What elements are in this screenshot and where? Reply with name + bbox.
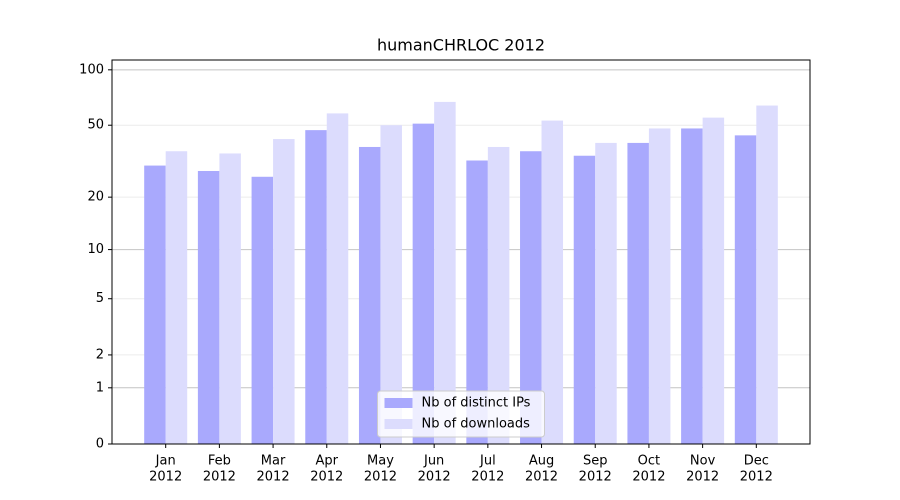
bar xyxy=(734,135,757,444)
x-tick-label: 2012 xyxy=(203,470,236,485)
legend-swatch xyxy=(384,419,413,429)
bar xyxy=(380,125,402,445)
bar xyxy=(520,151,542,444)
y-tick-label: 1 xyxy=(96,380,104,395)
legend-label: Nb of distinct IPs xyxy=(422,396,531,411)
bar xyxy=(573,155,596,445)
bar xyxy=(326,113,349,444)
bar xyxy=(595,142,617,445)
y-tick-label: 50 xyxy=(87,118,104,133)
x-tick-label: 2012 xyxy=(364,470,397,485)
x-tick-label: Sep xyxy=(583,454,608,469)
legend-box xyxy=(377,390,545,438)
bar xyxy=(273,139,295,445)
x-tick-label: 2012 xyxy=(257,470,290,485)
bar xyxy=(648,128,671,445)
bar xyxy=(466,160,488,444)
bar xyxy=(358,146,381,444)
x-tick-label: Jul xyxy=(479,454,496,469)
x-tick-label: Feb xyxy=(208,454,231,469)
x-tick-label: Aug xyxy=(529,454,554,469)
x-tick-label: 2012 xyxy=(740,470,773,485)
bar xyxy=(251,176,274,444)
y-tick-label: 10 xyxy=(87,242,104,257)
y-tick-label: 5 xyxy=(96,291,104,306)
plot-frame xyxy=(111,59,811,445)
bar xyxy=(487,146,510,444)
bar xyxy=(702,117,725,444)
x-tick-label: Jun xyxy=(423,454,444,469)
bar xyxy=(305,130,327,444)
x-tick-label: 2012 xyxy=(418,470,451,485)
legend-swatch xyxy=(384,398,413,408)
x-tick-label: 2012 xyxy=(632,470,665,485)
bar xyxy=(165,151,188,444)
y-tick-label: 0 xyxy=(96,437,104,452)
x-tick-label: 2012 xyxy=(579,470,612,485)
x-tick-label: Dec xyxy=(744,454,769,469)
bar xyxy=(144,165,166,445)
x-tick-label: Nov xyxy=(690,454,716,469)
y-tick-label: 100 xyxy=(79,62,104,77)
bar xyxy=(197,170,220,444)
x-tick-label: 2012 xyxy=(149,470,182,485)
legend-label: Nb of downloads xyxy=(422,417,531,432)
x-tick-label: 2012 xyxy=(310,470,343,485)
bar xyxy=(681,128,703,445)
x-tick-label: 2012 xyxy=(471,470,504,485)
x-tick-label: Oct xyxy=(638,454,660,469)
x-tick-label: Mar xyxy=(261,454,286,469)
bar xyxy=(627,142,649,445)
x-tick-label: 2012 xyxy=(686,470,719,485)
x-tick-label: Jan xyxy=(155,454,176,469)
y-tick-label: 2 xyxy=(96,347,104,362)
x-tick-label: 2012 xyxy=(525,470,558,485)
x-tick-label: May xyxy=(367,454,394,469)
bar xyxy=(756,105,778,444)
bar xyxy=(219,153,241,444)
bar xyxy=(434,101,456,444)
x-tick-label: Apr xyxy=(316,454,339,469)
bar xyxy=(412,123,435,445)
chart-title: humanCHRLOC 2012 xyxy=(377,36,545,55)
y-tick-label: 20 xyxy=(87,190,104,205)
bar xyxy=(541,120,564,445)
